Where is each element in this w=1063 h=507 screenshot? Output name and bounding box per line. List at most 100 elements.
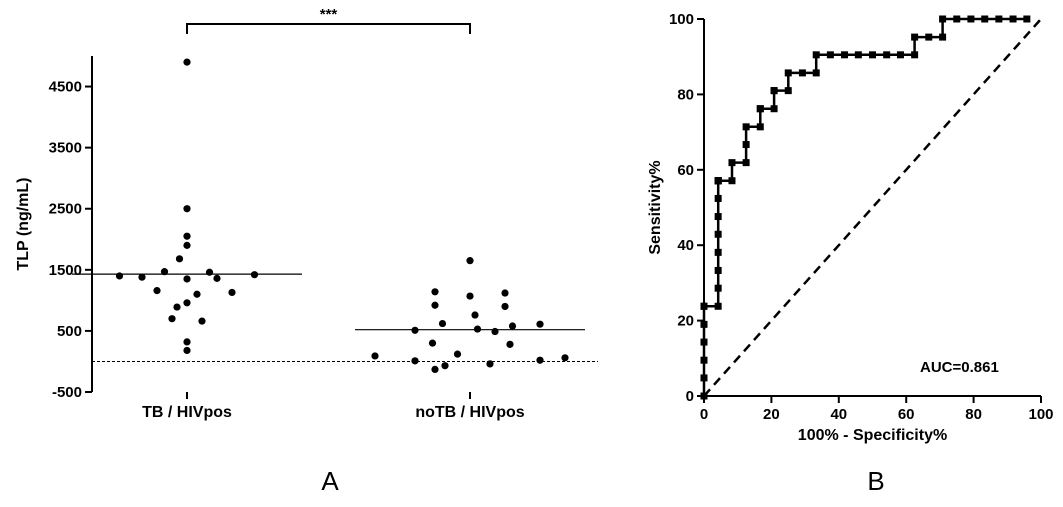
panel-a-data-point (486, 360, 494, 368)
panel-b-y-tick-label: 0 (686, 388, 694, 405)
panel-a-y-tick-label: 2500 (49, 201, 82, 218)
panel-a-y-axis-label: TLP (ng/mL) (15, 177, 32, 270)
panel-a-label: A (321, 466, 339, 496)
panel-b-roc-marker (714, 302, 722, 310)
panel-b-roc-marker (714, 213, 722, 221)
panel-b-roc-marker (714, 177, 722, 185)
panel-a-data-point (183, 275, 191, 283)
panel-b-roc-marker (742, 159, 750, 167)
panel-a-data-point (431, 365, 439, 373)
panel-a-y-tick-label: 1500 (49, 262, 82, 279)
panel-a-data-point (506, 340, 514, 348)
panel-b-x-tick-label: 100 (1028, 406, 1053, 423)
panel-b-roc-marker (700, 374, 708, 382)
panel-b-roc-marker (784, 87, 792, 95)
panel-a-data-point (175, 255, 184, 263)
panel-a-data-point (501, 302, 509, 311)
panel-a-data-point (198, 317, 206, 325)
panel-b-roc-marker (770, 87, 778, 95)
panel-a-median-lines (72, 273, 585, 331)
panel-b-roc-marker (883, 51, 891, 59)
panel-b-roc-marker (812, 69, 820, 77)
panel-a-significance-bracket (186, 23, 471, 34)
panel-a-data-point (536, 356, 544, 364)
panel-b-x-tick-label: 0 (700, 406, 708, 423)
panel-b-roc-marker (925, 33, 933, 41)
panel-a-data-point (508, 322, 517, 330)
panel-b-roc-marker (854, 51, 862, 59)
panel-a-data-point (438, 319, 447, 328)
panel-a-data-point (473, 325, 482, 333)
panel-a-data-point (183, 338, 191, 346)
panel-b-roc-marker (812, 51, 820, 59)
panel-b-x-tick-label: 40 (830, 406, 847, 423)
panel-b-roc-marker (714, 284, 722, 292)
panel-b-y-tick-label: 20 (677, 313, 694, 330)
panel-b-y-axis-label: Sensitivity% (647, 160, 664, 254)
panel-b-auc-annotation: AUC=0.861 (920, 359, 999, 376)
panel-a-data-point (168, 315, 176, 323)
panel-b-roc-marker (770, 105, 778, 113)
panel-a-data-point (183, 299, 191, 307)
panel-b-roc-marker (1009, 15, 1017, 23)
panel-b-y-tick-label: 60 (677, 162, 694, 179)
panel-b-label: B (867, 466, 884, 496)
panel-b-x-tick-label: 20 (763, 406, 780, 423)
panel-b-roc-marker (995, 15, 1003, 23)
panel-b-roc-marker (742, 123, 750, 131)
panel-b-roc-marker (798, 69, 806, 77)
panel-a-data-point (250, 271, 259, 279)
panel-a-data-point (466, 292, 474, 300)
panel-a-y-tick-label: 4500 (49, 79, 82, 96)
panel-b-roc-curve: 0 20 40 60 80 100 0 20 40 60 80 100 AUC=0.861 100%… (647, 11, 1054, 496)
panel-b-roc-marker (911, 33, 919, 41)
panel-b-roc-markers (700, 15, 1031, 400)
panel-b-roc-marker (700, 338, 708, 346)
panel-a-category-labels: TB / HIVpos noTB / HIVpos (142, 392, 525, 421)
panel-b-y-ticks: 0 20 40 60 80 100 (669, 11, 704, 405)
panel-a-data-point (183, 241, 191, 249)
panel-b-roc-marker (728, 177, 736, 185)
panel-a-category-label: noTB / HIVpos (415, 404, 524, 421)
panel-a-data-point (501, 289, 509, 297)
panel-b-roc-marker (714, 230, 722, 238)
panel-a-data-point (466, 257, 474, 265)
panel-b-roc-marker (939, 33, 947, 41)
panel-b-roc-marker (714, 248, 722, 256)
panel-a-scatter-plot: -500 500 1500 2500 3500 4500 TB / HIVpos noTB … (15, 6, 598, 496)
panel-a-data-point (441, 362, 449, 370)
panel-a-y-tick-label: 3500 (49, 140, 82, 157)
panel-a-data-point (173, 303, 181, 311)
panel-a-data-point (428, 339, 437, 347)
panel-a-data-point (183, 58, 191, 66)
panel-a-data-point (138, 273, 146, 281)
panel-b-roc-marker (911, 51, 919, 59)
panel-a-data-point (431, 301, 439, 309)
panel-b-roc-marker (869, 51, 876, 59)
panel-b-x-tick-label: 60 (898, 406, 915, 423)
panel-b-y-tick-label: 80 (677, 86, 694, 103)
panel-b-roc-marker (756, 123, 764, 131)
panel-a-data-point (193, 290, 201, 298)
panel-a-data-point (411, 357, 419, 365)
panel-a-data-point (491, 327, 499, 336)
panel-b-reference-diagonal (703, 18, 1042, 397)
panel-b-roc-line (702, 17, 1027, 396)
panel-b-roc-marker (700, 356, 708, 364)
panel-a-y-ticks: -500 500 1500 2500 3500 4500 (49, 79, 92, 401)
panel-a-data-point (183, 346, 191, 355)
panel-b-roc-marker (939, 15, 947, 23)
panel-b-roc-marker (841, 51, 849, 59)
panel-a-data-point (183, 205, 191, 213)
panel-a-data-point (431, 288, 439, 296)
panel-a-data-point (471, 311, 479, 319)
panel-a-data-point (411, 326, 419, 334)
panel-a-y-tick-label: -500 (52, 384, 82, 401)
panel-a-category-label: TB / HIVpos (142, 404, 232, 421)
panel-b-y-tick-label: 40 (677, 237, 694, 254)
panel-b-roc-marker (826, 51, 834, 59)
panel-b-roc-marker (967, 15, 975, 23)
panel-b-x-ticks: 0 20 40 60 80 100 (700, 396, 1054, 423)
panel-a-data-point (160, 268, 169, 276)
panel-b-roc-marker (700, 320, 708, 328)
